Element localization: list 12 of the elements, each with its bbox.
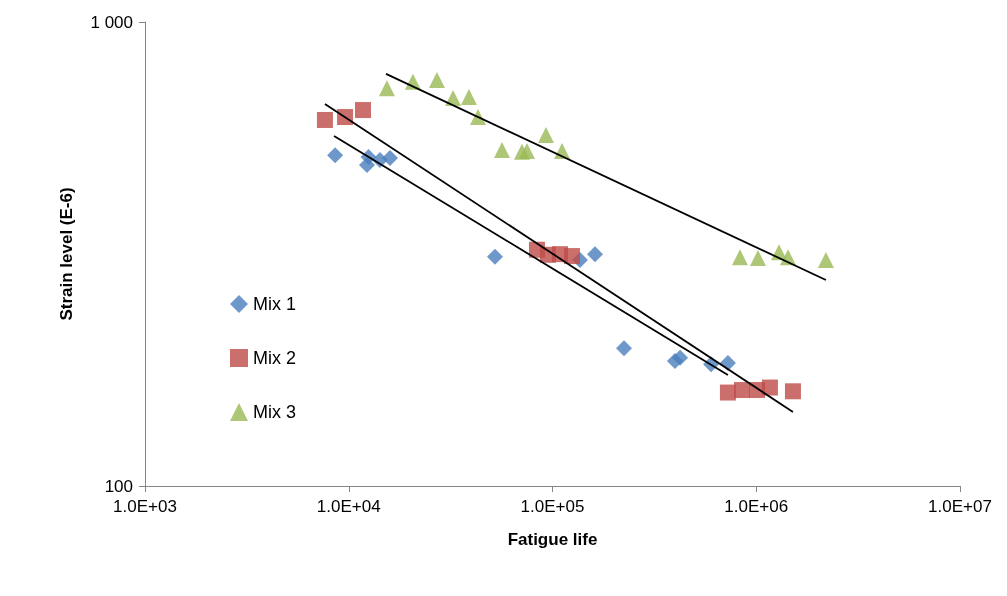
legend-label: Mix 1 [253, 294, 297, 314]
x-axis-title: Fatigue life [507, 530, 598, 549]
y-tick-label: 1 000 [90, 12, 133, 32]
legend-label: Mix 2 [253, 348, 297, 368]
legend-label: Mix 3 [253, 402, 297, 422]
y-tick-label: 100 [104, 476, 133, 496]
x-tick-label: 1.0E+07 [928, 497, 992, 516]
x-tick-label: 1.0E+06 [724, 497, 789, 516]
y-axis-title: Strain level (E-6) [57, 187, 76, 321]
x-tick-label: 1.0E+03 [113, 497, 177, 516]
x-tick-label: 1.0E+04 [316, 497, 381, 516]
x-tick-label: 1.0E+05 [520, 497, 585, 516]
